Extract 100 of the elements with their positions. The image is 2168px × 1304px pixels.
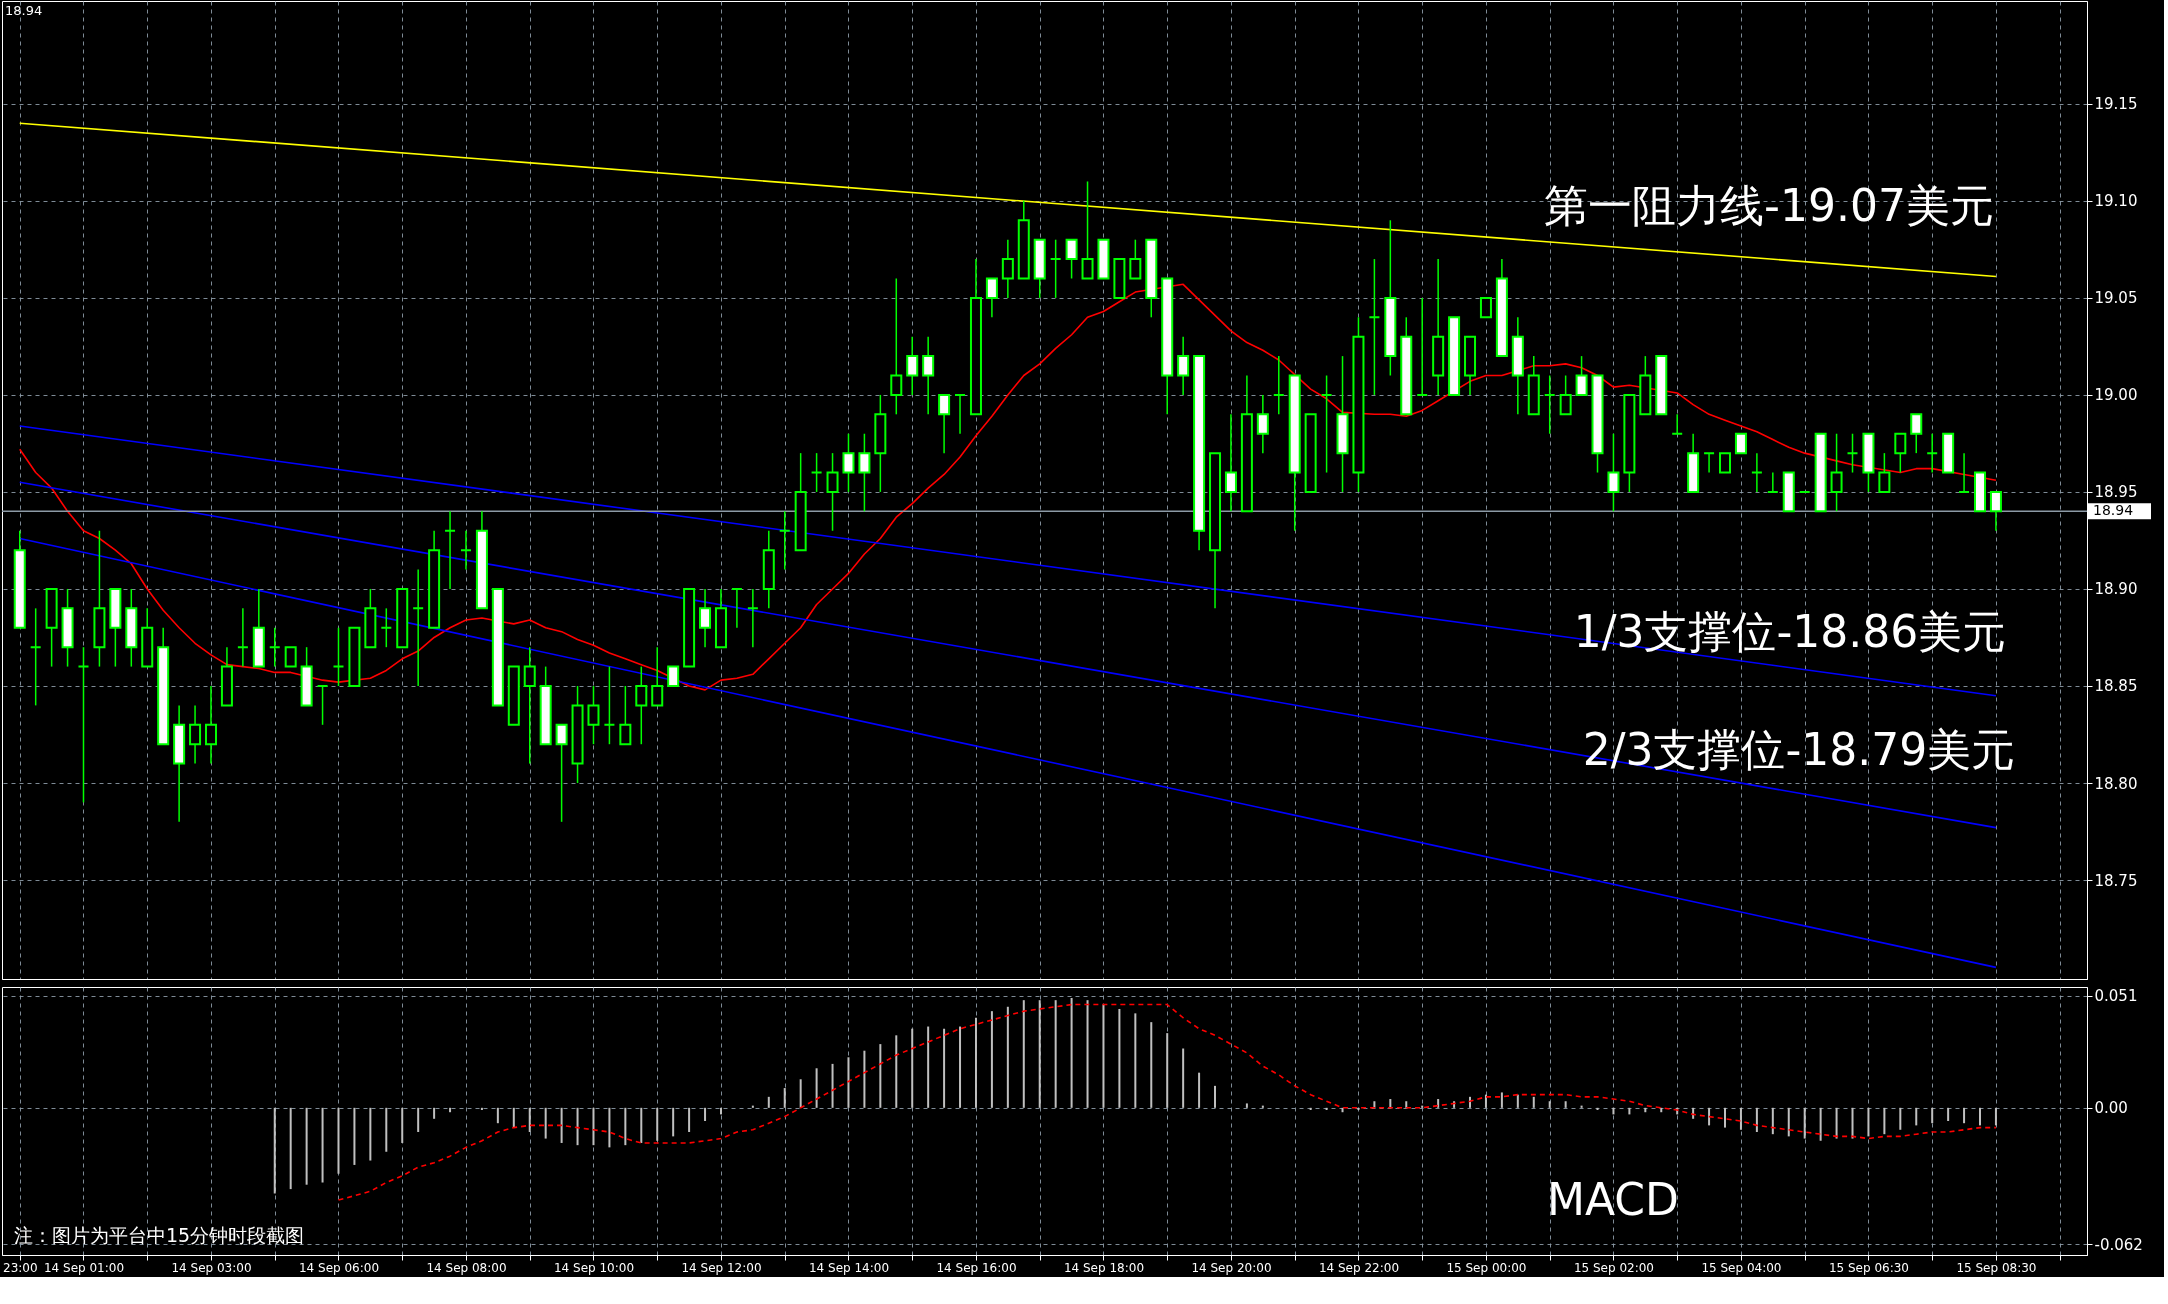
bar	[433, 1107, 436, 1119]
bar	[1819, 1107, 1822, 1141]
ref-line-label: 18.94	[2093, 502, 2134, 519]
bar	[1867, 1107, 1870, 1137]
bar	[1405, 1101, 1408, 1108]
bar	[1086, 1000, 1089, 1108]
candlestick	[1910, 413, 1923, 454]
y-tick-label: 18.75	[2094, 871, 2138, 890]
candlestick	[1734, 432, 1747, 455]
x-tick-label: 14 Sep 08:00	[426, 1260, 507, 1275]
candlestick	[1049, 238, 1062, 299]
bar	[1118, 1008, 1121, 1108]
bar	[959, 1026, 962, 1108]
candlestick	[635, 665, 648, 745]
bar	[1134, 1013, 1137, 1108]
bar	[1245, 1103, 1248, 1108]
candlestick	[619, 685, 632, 746]
annotation: 2/3支撑位-18.79美元	[1582, 724, 2016, 775]
bar	[974, 1017, 977, 1108]
candlestick	[316, 684, 329, 726]
candlestick	[1081, 180, 1094, 280]
annotation: 第一阻力线-19.07美元	[1544, 180, 1994, 231]
candlestick	[1719, 452, 1732, 474]
y-tick-label: 0.00	[2094, 1099, 2128, 1118]
bar	[369, 1107, 372, 1161]
bar	[751, 1105, 754, 1108]
x-tick-label: 15 Sep 04:00	[1701, 1260, 1782, 1275]
bar	[1899, 1107, 1902, 1130]
bar	[719, 1107, 722, 1115]
candlestick	[1001, 238, 1014, 299]
candlestick	[1129, 238, 1142, 280]
x-tick-label: 14 Sep 18:00	[1063, 1260, 1145, 1275]
candlestick	[555, 723, 568, 823]
bar	[1006, 1006, 1009, 1108]
bar	[672, 1107, 675, 1137]
bar	[1931, 1107, 1934, 1124]
bar	[943, 1028, 946, 1108]
bar	[496, 1107, 499, 1124]
candlestick	[332, 627, 345, 687]
candlestick	[1272, 355, 1285, 416]
bar	[1787, 1107, 1790, 1137]
candlestick	[1766, 471, 1779, 493]
bar	[353, 1107, 356, 1165]
candlestick	[1926, 432, 1939, 474]
candlestick	[380, 607, 393, 648]
candlestick	[77, 646, 90, 804]
candlestick	[236, 607, 249, 668]
candlestick	[1894, 432, 1907, 474]
bar	[1038, 1000, 1041, 1108]
bar	[1548, 1101, 1551, 1108]
bar	[401, 1107, 404, 1143]
candlestick	[1750, 452, 1763, 493]
x-tick-label: 14 Sep 06:00	[298, 1260, 380, 1275]
bar	[879, 1044, 882, 1108]
bar	[1628, 1107, 1631, 1115]
bar	[1580, 1105, 1583, 1108]
candlestick	[412, 568, 425, 687]
x-tick-label: 14 Sep 01:00	[43, 1260, 125, 1275]
bar	[480, 1107, 483, 1111]
candlestick	[268, 627, 281, 668]
bar	[1500, 1092, 1503, 1108]
candlestick	[1416, 297, 1429, 396]
candlestick	[1878, 452, 1891, 493]
bar	[512, 1107, 515, 1128]
bar	[783, 1088, 786, 1108]
bar	[560, 1107, 563, 1143]
candlestick	[459, 530, 472, 571]
y-tick-label: 19.10	[2094, 192, 2138, 211]
candlestick	[444, 510, 457, 590]
candlestick	[667, 665, 680, 687]
candlestick	[1607, 432, 1620, 513]
candlestick	[1989, 490, 2002, 532]
candlestick	[858, 432, 871, 513]
bar	[576, 1107, 579, 1146]
candlestick	[938, 393, 951, 454]
candlestick	[730, 587, 743, 629]
candlestick	[842, 432, 855, 493]
x-tick-label: 15 Sep 00:00	[1446, 1260, 1527, 1275]
bar	[1182, 1048, 1185, 1108]
bar	[273, 1107, 276, 1194]
candlestick	[1065, 238, 1078, 280]
bar	[1963, 1107, 1966, 1124]
bar	[1724, 1107, 1727, 1128]
x-tick-label: 14 Sep 16:00	[936, 1260, 1017, 1275]
bar	[640, 1107, 643, 1143]
bar	[1150, 1022, 1153, 1108]
y-tick-label: 19.05	[2094, 289, 2138, 308]
bar	[1851, 1107, 1854, 1139]
bar	[1070, 997, 1073, 1108]
bar	[799, 1079, 802, 1108]
candlestick	[29, 607, 42, 707]
bar	[1214, 1085, 1217, 1108]
bar	[1309, 1107, 1312, 1111]
annotation: 注：图片为平台中15分钟时段截图	[14, 1224, 305, 1246]
candlestick	[1830, 432, 1843, 513]
candlestick	[985, 277, 998, 319]
bar	[608, 1107, 611, 1148]
bar	[704, 1107, 707, 1121]
candlestick	[699, 588, 712, 648]
bar	[688, 1107, 691, 1132]
